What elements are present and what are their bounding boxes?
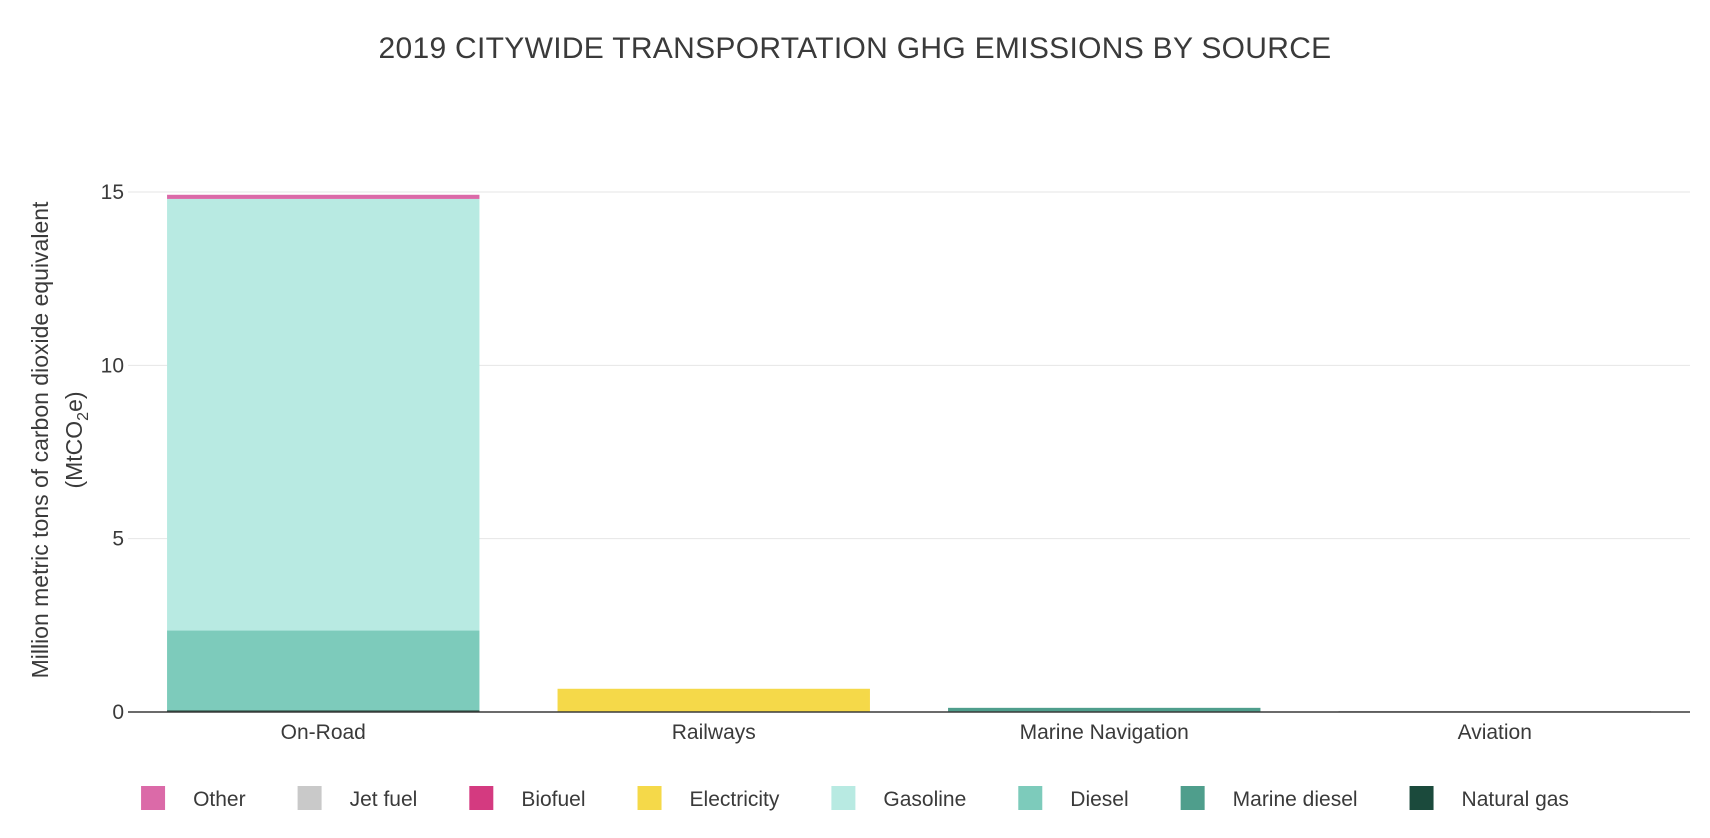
chart-title: 2019 CITYWIDE TRANSPORTATION GHG EMISSIO…	[378, 32, 1332, 65]
x-category-label: Aviation	[1458, 721, 1532, 744]
legend-swatch-diesel	[1018, 786, 1043, 810]
bar-on-road-diesel	[167, 630, 480, 711]
x-category-label: On-Road	[281, 721, 366, 744]
bar-on-road-natural-gas	[167, 710, 480, 712]
legend-swatch-other	[141, 786, 166, 810]
y-axis-label: Million metric tons of carbon dioxide eq…	[27, 201, 92, 678]
legend-label-diesel: Diesel	[1070, 788, 1128, 811]
legend-label-other: Other	[193, 788, 246, 811]
y-axis-label-suffix: e)	[61, 391, 87, 411]
legend-label-biofuel: Biofuel	[521, 788, 585, 811]
legend-swatch-marine-diesel	[1180, 786, 1205, 810]
legend-swatch-gasoline	[831, 786, 856, 810]
y-tick-label: 5	[112, 528, 124, 551]
bar-railways-electricity	[557, 688, 870, 712]
legend-label-gasoline: Gasoline	[883, 788, 966, 811]
x-category-label: Marine Navigation	[1020, 721, 1189, 744]
x-category-labels: On-Road Railways Marine Navigation Aviation	[281, 721, 1532, 744]
bar-marine-navigation-marine-diesel	[948, 707, 1261, 712]
y-axis-label-line1: Million metric tons of carbon dioxide eq…	[27, 201, 53, 678]
x-category-label: Railways	[672, 721, 756, 744]
y-tick-labels: 0 5 10 15	[101, 181, 124, 724]
y-axis-label-line2: (MtCO2e)	[61, 391, 92, 488]
legend: Other Jet fuel Biofuel Electricity Gasoline D…	[141, 786, 1569, 811]
legend-swatch-natural-gas	[1409, 786, 1434, 810]
bar-on-road-gasoline	[167, 198, 480, 631]
bar-on-road-other	[167, 194, 480, 199]
legend-label-jet-fuel: Jet fuel	[350, 788, 418, 811]
legend-swatch-electricity	[637, 786, 662, 810]
y-axis-label-subscript: 2	[75, 412, 92, 421]
legend-swatch-biofuel	[469, 786, 494, 810]
legend-label-marine-diesel: Marine diesel	[1233, 788, 1358, 811]
bars	[167, 194, 1651, 713]
y-tick-label: 10	[101, 354, 124, 377]
legend-label-electricity: Electricity	[690, 788, 780, 811]
y-tick-label: 0	[112, 701, 124, 724]
legend-label-natural-gas: Natural gas	[1462, 788, 1569, 811]
y-tick-label: 15	[101, 181, 124, 204]
y-axis-label-prefix: (MtCO	[61, 421, 87, 489]
legend-swatch-jet-fuel	[297, 786, 322, 810]
